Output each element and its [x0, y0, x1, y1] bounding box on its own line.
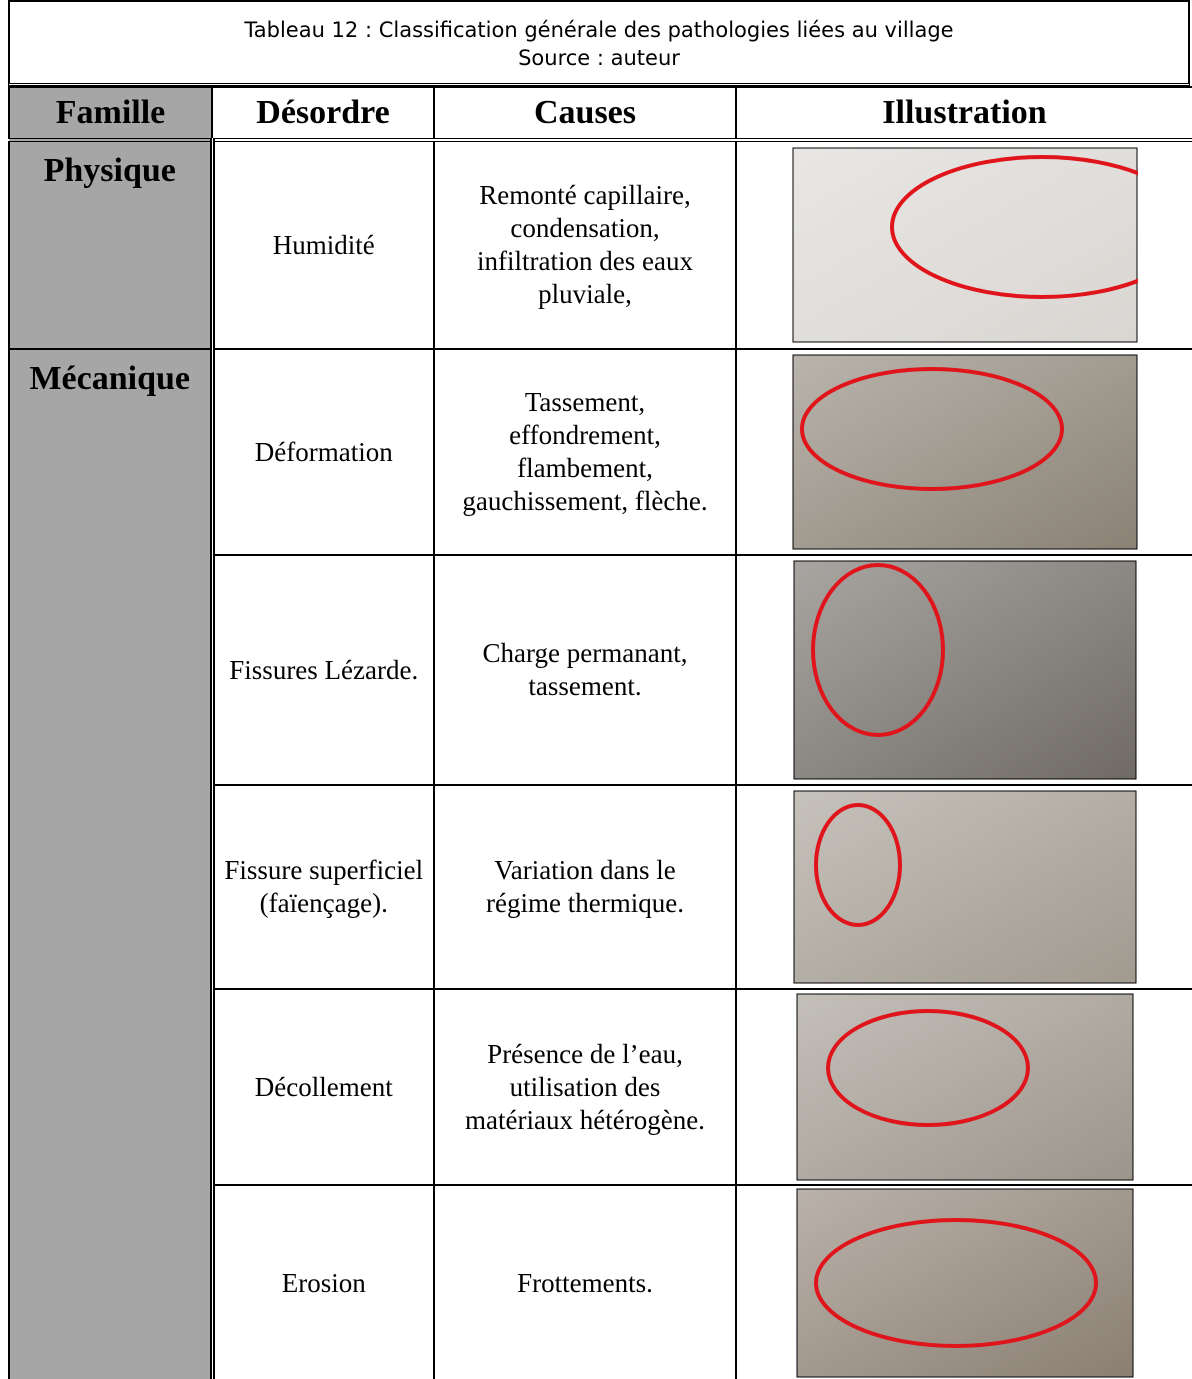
- caption-title: Tableau 12 : Classification générale des…: [244, 18, 954, 42]
- causes-cell: Frottements.: [433, 1184, 737, 1379]
- illustration-photo: [793, 560, 1136, 780]
- highlight-ellipse: [799, 367, 1064, 491]
- causes-cell: Variation dans le régime thermique.: [433, 784, 737, 990]
- illustration-photo: [792, 147, 1138, 343]
- disorder-cell: Humidité: [211, 139, 435, 350]
- illustration-cell: [735, 139, 1192, 350]
- highlight-ellipse: [889, 155, 1138, 299]
- photo-frame: [793, 790, 1136, 984]
- disorder-cell: Fissures Lézarde.: [211, 554, 435, 786]
- table-row: Physique Humidité Remonté capillaire, cond…: [8, 139, 1192, 350]
- causes-cell: Tassement, effondrement, flambement, gau…: [433, 348, 737, 556]
- illustration-photo: [792, 354, 1137, 550]
- illustration-photo: [796, 993, 1133, 1181]
- family-cell: Mécanique: [8, 348, 215, 1379]
- pathology-table: Famille Désordre Causes Illustration Phy…: [8, 86, 1192, 1379]
- family-cell: Physique: [8, 139, 215, 350]
- disorder-cell: Fissure superficiel (faïençage).: [211, 784, 435, 990]
- illustration-photo: [793, 790, 1136, 984]
- illustration-cell: [735, 348, 1192, 556]
- highlight-ellipse: [813, 803, 902, 927]
- photo-frame: [792, 147, 1137, 343]
- illustration-photo: [796, 1188, 1133, 1378]
- header-cell: Illustration: [735, 86, 1192, 142]
- disorder-cell: Erosion: [211, 1184, 435, 1379]
- table-body: Physique Humidité Remonté capillaire, cond…: [8, 139, 1192, 1379]
- table-row: Mécanique Déformation Tassement, effondrem…: [8, 348, 1192, 1379]
- highlight-ellipse: [813, 1218, 1098, 1348]
- highlight-ellipse: [825, 1009, 1030, 1127]
- photo-frame: [796, 993, 1133, 1181]
- disorder-cell: Décollement: [211, 988, 435, 1186]
- header-cell: Famille: [8, 86, 213, 142]
- illustration-cell: [735, 554, 1192, 786]
- illustration-cell: [735, 988, 1192, 1186]
- header-cell: Causes: [433, 86, 737, 142]
- causes-cell: Présence de l’eau, utilisation des matér…: [433, 988, 737, 1186]
- illustration-cell: [735, 784, 1192, 990]
- table-row: Erosion Frottements.: [9, 1184, 1192, 1379]
- photo-frame: [792, 354, 1137, 550]
- illustration-cell: [735, 1184, 1192, 1379]
- disorder-cell: Déformation: [211, 348, 435, 556]
- photo-frame: [793, 560, 1136, 780]
- photo-frame: [796, 1188, 1133, 1378]
- header-row: Famille Désordre Causes Illustration: [8, 86, 1192, 142]
- causes-cell: Charge permanant, tassement.: [433, 554, 737, 786]
- table-caption: Tableau 12 : Classification générale des…: [8, 0, 1190, 86]
- table-row: Décollement Présence de l’eau, utilisatio…: [9, 988, 1192, 1186]
- caption-source: Source : auteur: [518, 46, 680, 70]
- highlight-ellipse: [810, 563, 945, 737]
- table-row: Fissures Lézarde. Charge permanant, tasse…: [9, 554, 1192, 786]
- causes-cell: Remonté capillaire, condensation, infilt…: [433, 139, 737, 350]
- header-cell: Désordre: [211, 86, 435, 142]
- table-row: Fissure superficiel (faïençage). Variatio…: [9, 784, 1192, 990]
